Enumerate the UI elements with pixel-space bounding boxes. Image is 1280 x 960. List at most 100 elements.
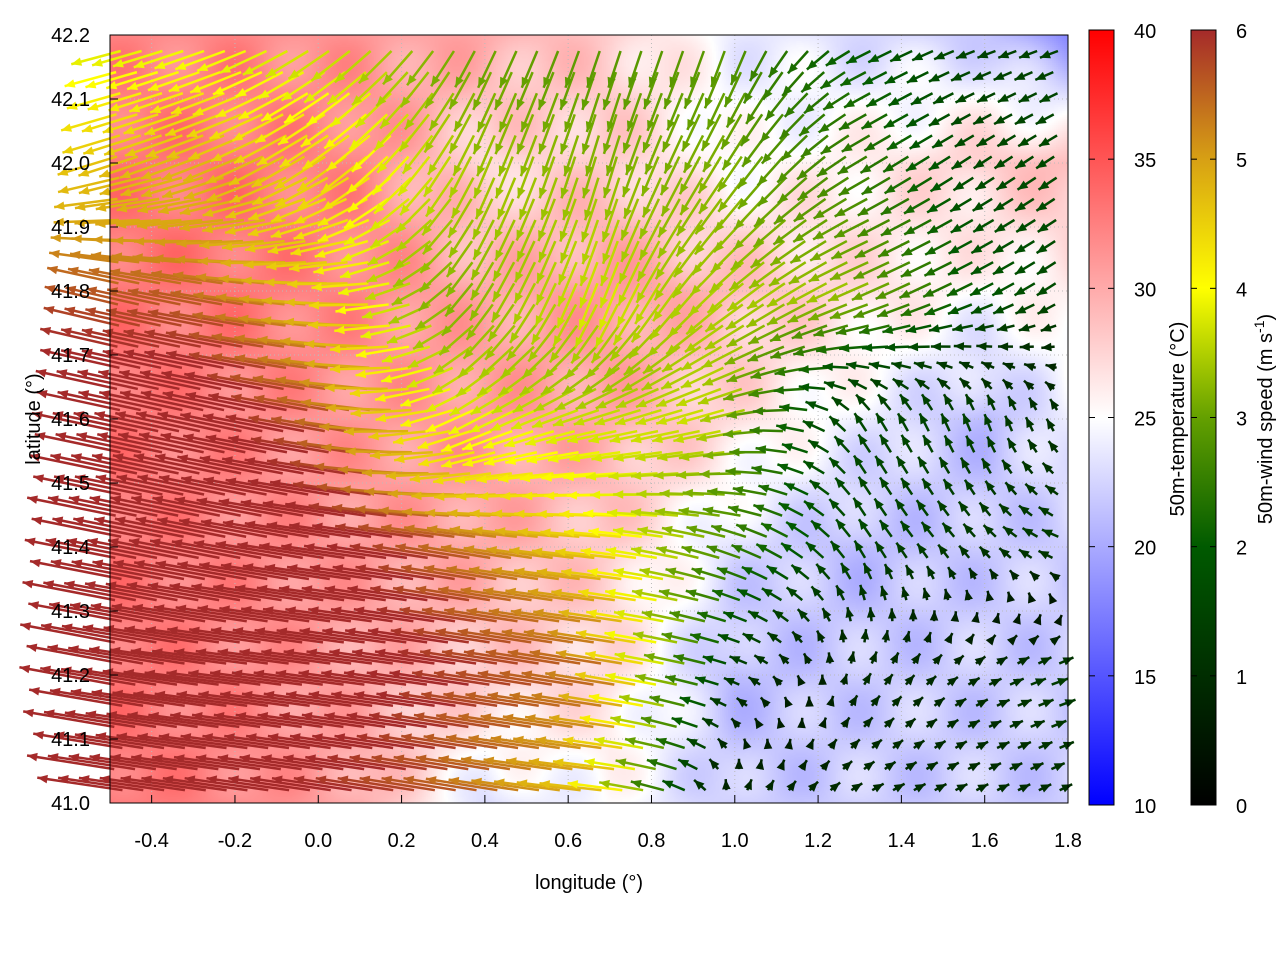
wind-arrow bbox=[157, 411, 242, 433]
wind-arrow-head bbox=[711, 262, 722, 273]
wind-arrow bbox=[285, 690, 373, 707]
wind-arrow bbox=[70, 49, 122, 66]
wind-arrow-head bbox=[300, 137, 312, 147]
wind-arrow bbox=[913, 739, 926, 750]
wind-arrow-head bbox=[81, 124, 93, 133]
wind-arrow-head bbox=[1039, 93, 1051, 102]
wind-arrow-head bbox=[1045, 381, 1056, 392]
wind-arrow-head bbox=[859, 326, 870, 335]
wind-arrow-shaft bbox=[60, 667, 157, 686]
wind-arrow-head bbox=[916, 500, 927, 511]
wind-arrow bbox=[435, 628, 511, 644]
wind-arrow bbox=[862, 672, 872, 686]
wind-arrow-head bbox=[131, 754, 142, 763]
wind-arrow-head bbox=[61, 666, 72, 675]
wind-arrow bbox=[802, 459, 825, 475]
wind-arrow-head bbox=[717, 633, 729, 643]
wind-arrow bbox=[57, 774, 144, 792]
wind-arrow bbox=[301, 585, 386, 602]
wind-arrow bbox=[329, 364, 391, 374]
wind-arrow-head bbox=[729, 447, 740, 457]
wind-arrow bbox=[466, 607, 539, 623]
wind-arrow bbox=[444, 607, 518, 623]
wind-arrow-head bbox=[540, 385, 552, 395]
wind-arrow-head bbox=[43, 306, 55, 315]
wind-arrow bbox=[444, 282, 474, 318]
wind-arrow bbox=[425, 177, 454, 218]
wind-arrow bbox=[502, 713, 573, 729]
wind-arrow bbox=[438, 755, 511, 771]
wind-arrow-head bbox=[711, 524, 723, 534]
wind-arrow bbox=[273, 155, 326, 191]
wind-arrow bbox=[1038, 134, 1058, 148]
wind-arrow-head bbox=[903, 204, 915, 214]
wind-arrow-head bbox=[990, 720, 1002, 730]
wind-arrow-head bbox=[449, 246, 459, 258]
wind-arrow-head bbox=[65, 285, 77, 295]
wind-arrow-head bbox=[680, 204, 690, 215]
wind-arrow-head bbox=[329, 364, 341, 374]
wind-arrow-head bbox=[837, 165, 849, 174]
wind-arrow bbox=[415, 585, 491, 602]
wind-arrow-shaft bbox=[147, 583, 241, 602]
wind-arrow-head bbox=[321, 669, 332, 679]
wind-arrow-head bbox=[635, 399, 647, 408]
wind-arrow-head bbox=[69, 250, 81, 260]
wind-arrow bbox=[343, 218, 391, 246]
wind-arrow-head bbox=[547, 629, 559, 638]
wind-arrow bbox=[601, 219, 620, 265]
wind-arrow-head bbox=[610, 350, 621, 361]
wind-arrow-head bbox=[661, 205, 671, 217]
wind-arrow-head bbox=[68, 645, 79, 654]
wind-arrow bbox=[1018, 323, 1036, 332]
wind-arrow-head bbox=[145, 626, 157, 635]
wind-arrow-head bbox=[256, 584, 268, 594]
wind-arrow-head bbox=[516, 229, 525, 241]
wind-arrow-head bbox=[896, 456, 906, 468]
wind-arrow bbox=[574, 303, 599, 349]
wind-arrow-shaft bbox=[115, 411, 201, 433]
wind-arrow-head bbox=[594, 417, 606, 426]
wind-arrow-head bbox=[799, 125, 810, 136]
wind-arrow-head bbox=[716, 567, 728, 576]
wind-arrow bbox=[678, 156, 702, 195]
wind-arrow bbox=[870, 694, 881, 707]
wind-arrow bbox=[202, 413, 284, 433]
wind-arrow-head bbox=[423, 564, 435, 574]
wind-arrow-head bbox=[695, 676, 707, 685]
wind-arrow bbox=[505, 757, 573, 771]
wind-arrow bbox=[896, 412, 910, 432]
wind-arrow bbox=[505, 587, 574, 602]
wind-arrow bbox=[69, 250, 140, 264]
wind-arrow-shaft bbox=[197, 606, 289, 623]
wind-arrow bbox=[90, 251, 161, 264]
wind-arrow-head bbox=[767, 297, 778, 307]
wind-arrow-head bbox=[92, 235, 103, 245]
wind-arrow-head bbox=[829, 457, 840, 468]
wind-arrow bbox=[851, 282, 890, 302]
wind-arrow bbox=[197, 605, 289, 623]
wind-arrow-head bbox=[1036, 243, 1048, 254]
wind-arrow bbox=[347, 585, 428, 602]
wind-arrow-shaft bbox=[448, 778, 519, 792]
wind-arrow-head bbox=[374, 140, 385, 151]
wind-arrow bbox=[703, 71, 722, 109]
wind-arrow bbox=[610, 715, 657, 729]
wind-arrow bbox=[57, 390, 141, 412]
wind-arrow bbox=[933, 49, 955, 61]
wind-arrow-head bbox=[497, 208, 506, 220]
wind-arrow bbox=[615, 758, 656, 771]
wind-arrow-head bbox=[758, 484, 770, 493]
wind-arrow bbox=[780, 134, 809, 162]
wind-arrow bbox=[682, 134, 705, 174]
wind-arrow-head bbox=[358, 73, 370, 84]
wind-arrow-head bbox=[950, 202, 962, 212]
wind-arrow-shaft bbox=[192, 313, 265, 327]
wind-arrow bbox=[588, 429, 638, 444]
wind-arrow bbox=[696, 611, 727, 623]
wind-arrow bbox=[116, 197, 181, 213]
wind-arrow-head bbox=[317, 217, 329, 226]
wind-arrow-head bbox=[89, 495, 101, 504]
wind-arrow-shaft bbox=[415, 587, 491, 602]
wind-arrow-head bbox=[816, 345, 827, 354]
